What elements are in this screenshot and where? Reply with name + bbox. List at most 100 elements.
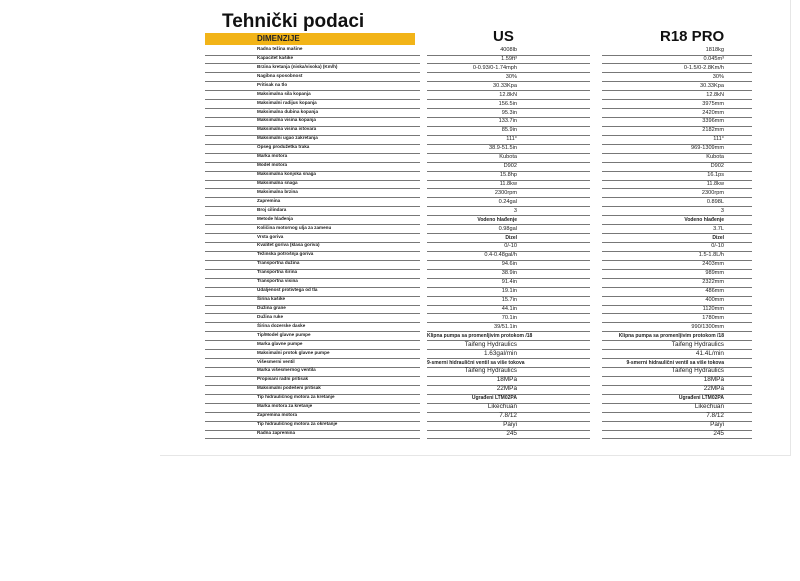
table-row: Zapremina 0.24gal 0.898L [0,198,800,208]
table-row: Zapremina motora 7.8/12 7.8/12 [0,412,800,422]
value-r18-pro: 12.8kN [602,91,752,101]
value-r18-pro: D902 [602,162,752,172]
row-label: Kapacitet kašike [257,54,294,60]
table-row: Maksimalni protok glavne pumpe 1.63gal/mi… [0,349,800,360]
table-row: Opseg produžetka traka 38.9-51.5in 969-130… [0,144,800,154]
row-label: Brzina kretanja (niska/visoka) (Km/h) [257,63,338,69]
row-label-cell: Maksimalni ugao zakretanja [205,135,420,145]
row-label: Maksimalna dubina kopanja [257,108,319,114]
value-r18-pro: Ugrađeni LTM02PA [602,394,752,404]
table-row: Maksimalni ugao zakretanja 111° 111° [0,135,800,145]
value-r18-pro: Likechuan [602,403,752,413]
row-label: Maksimalna snaga [257,179,298,185]
table-row: Dužina ruke 70.1in 1780mm [0,313,800,324]
value-us: 7.8/12 [427,412,590,422]
value-us: 2300rpm [427,189,590,199]
value-r18-pro: 30% [602,73,752,83]
row-label: Kvalitet goriva (klasa goriva) [257,242,320,248]
value-us: 95.3in [427,109,590,118]
value-us: 19.1in [427,287,590,297]
value-us: 0/-10 [427,242,590,252]
row-label: Količina motornog ulja za zamenu [257,224,332,230]
row-label-cell: Maksimalna visina istovara [205,126,420,136]
value-r18-pro: 245 [602,430,752,440]
row-label: Transportna visina [257,278,298,284]
row-label-cell: Radna težina mašine [205,46,420,56]
row-label: Tip hidrauličnog motora za okretanje [257,421,338,427]
value-us: 30% [427,73,590,83]
row-label: Maksimalni ugao zakretanja [257,135,318,141]
row-label-cell: Maksimalni radijus kopanja [205,100,420,110]
row-label-cell: Broj cilindara [205,207,420,217]
value-us: 0.98gal [427,225,590,235]
row-label-cell: Radna zapremina [205,430,420,440]
value-r18-pro: 3.7L [602,225,752,235]
row-label: Transportna dužina [257,260,300,266]
row-label: Maksimalni protok glavne pumpe [257,349,330,355]
value-r18-pro: 0.045m³ [602,55,752,65]
value-r18-pro: 989mm [602,269,752,279]
table-row: Radna zapremina 245 245 [0,430,800,440]
value-us: 70.1in [427,314,590,324]
table-row: Maksimalna snaga 11.8kw 11.8kw [0,179,800,190]
value-us: 111° [427,135,590,145]
value-us: Likechuan [427,403,590,413]
table-row: Transportna širina 38.9in 989mm [0,269,800,279]
row-label-cell: Širina dozerske daske [205,323,420,333]
value-r18-pro: 2420mm [602,109,752,118]
row-label: Težinska potrošnja goriva [257,251,314,257]
column-header-r18-pro: R18 PRO [660,28,725,45]
row-label-cell: Kapacitet kašike [205,55,420,65]
row-label-cell: Količina motornog ulja za zamenu [205,225,420,235]
row-label: Marka glavne pumpe [257,340,303,346]
table-row: Maksimalna konjska snaga 15.8hp 16.1ps [0,171,800,181]
row-label-cell: Vrsta goriva [205,234,420,244]
row-label-cell: Propisani radni pritisak [205,376,420,386]
row-label-cell: Maksimalna konjska snaga [205,171,420,181]
value-r18-pro: 41.4L/min [602,350,752,360]
value-us: 18MPa [427,376,590,386]
table-row: Marka višesmernog ventila Taifeng Hydraul… [0,367,800,377]
value-us: 44.1in [427,305,590,315]
value-r18-pro: 990/1300mm [602,323,752,333]
value-us: 91.4in [427,278,590,288]
value-us: 38.9in [427,269,590,279]
row-label: Tip hidrauličnog motora za kretanje [257,394,335,400]
row-label: Nagibna sposobnost [257,72,303,78]
table-row: Širina kašike 15.7in 400mm [0,296,800,306]
table-row: Maksimalni radijus kopanja 156.5in 3975mm [0,100,800,110]
table-row: Maksimalni podešeni pritisak 22MPa 22MPa [0,385,800,395]
row-label: Propisani radni pritisak [257,376,309,382]
value-r18-pro: 3 [602,207,752,217]
value-us: 1.63gal/min [427,350,590,360]
table-row: Vrsta goriva Dizel Dizel [0,234,800,244]
value-us: 15.8hp [427,171,590,181]
value-us: 85.9in [427,126,590,136]
row-label: Vrsta goriva [257,233,284,239]
row-label-cell: Transportna širina [205,269,420,279]
table-row: Transportna visina 91.4in 2322mm [0,278,800,288]
row-label-cell: Maksimalna brzina [205,189,420,199]
value-us: Kubota [427,153,590,163]
table-row: Višesmerni ventil 9-smerni hidraulični ve… [0,359,800,369]
row-label: Maksimalna sila kopanja [257,90,311,96]
row-label-cell: Opseg produžetka traka [205,144,420,154]
value-us: 15.7in [427,296,590,306]
value-r18-pro: 11.8kw [602,180,752,190]
value-us: 12.8kN [427,91,590,101]
row-label: Zapremina motora [257,412,298,418]
table-row: Maksimalna brzina 2300rpm 2300rpm [0,189,800,199]
table-row: Težinska potrošnja goriva 0.4-0.48gal/h 1.… [0,251,800,261]
row-label-cell: Maksimalni podešeni pritisak [205,385,420,395]
row-label-cell: Tip hidrauličnog motora za okretanje [205,421,420,431]
row-label: Maksimalni podešeni pritisak [257,385,321,391]
value-us: Klipna pumpa sa promenljivim protokom /1… [427,332,590,342]
table-row: Maksimalna visina kopanja 133.7in 3396mm [0,117,800,127]
row-label-cell: Metode hlađenja [205,216,420,226]
row-label: Maksimalna konjska snaga [257,171,316,177]
table-row: Pritisak na tlo 30.33Kpa 30.33Kpa [0,82,800,92]
value-us: Vodeno hlađenje [427,216,590,226]
row-label-cell: Transportna dužina [205,260,420,270]
section-header-label: DIMENZIJE [257,34,300,43]
row-label: Dužina ruke [257,313,284,319]
